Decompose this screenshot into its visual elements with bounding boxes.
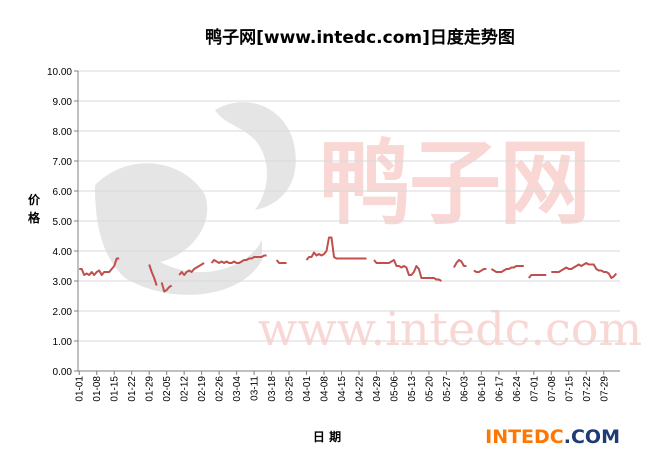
- x-tick-label: 04-01: [302, 376, 313, 402]
- series-line-segment: [305, 236, 367, 261]
- y-tick-label: 3.00: [53, 277, 73, 288]
- y-tick-label: 5.00: [53, 217, 73, 228]
- chart-title: 鸭子网[www.intedc.com]日度走势图: [205, 27, 515, 48]
- x-tick-label: 06-24: [512, 376, 523, 402]
- x-tick-label: 04-22: [354, 376, 365, 402]
- x-axis-ticks: 01-01 01-08 01-15 01-22 01-29 02-05 02-12 02-19…: [75, 371, 610, 402]
- watermark-char2: 子: [409, 129, 501, 237]
- x-tick-label: 05-27: [442, 376, 453, 402]
- x-tick-label: 06-03: [459, 376, 470, 402]
- series-line-segment: [373, 259, 442, 282]
- y-tick-label: 1.00: [53, 337, 73, 348]
- x-axis-title: 日 期: [313, 429, 341, 444]
- x-tick-label: 01-01: [75, 376, 86, 402]
- x-tick-label: 01-22: [127, 376, 138, 402]
- x-tick-label: 02-19: [197, 376, 208, 402]
- y-axis-ticks: 0.00 1.00 2.00 3.00 4.00 5.00 6.00 7.00 8.00 9.00…: [47, 67, 78, 378]
- series-line-segment: [210, 254, 267, 264]
- x-tick-label: 03-18: [267, 376, 278, 402]
- brand-logo: INTEDC.COM: [485, 426, 620, 448]
- brand-logo-part1: INTEDC: [485, 426, 564, 448]
- series-line-segment: [528, 274, 547, 279]
- x-tick-label: 01-29: [145, 376, 156, 402]
- watermark-duck-head-icon: [215, 102, 296, 210]
- y-tick-label: 6.00: [53, 187, 73, 198]
- y-tick-label: 10.00: [47, 67, 72, 78]
- x-tick-label: 05-13: [407, 376, 418, 402]
- series-line-segment: [79, 257, 120, 276]
- watermark: 鸭子网 www.intedc.com: [95, 102, 642, 356]
- x-tick-label: 07-15: [564, 376, 575, 402]
- watermark-char3: 网: [499, 129, 591, 237]
- y-tick-label: 8.00: [53, 127, 73, 138]
- y-tick-label: 9.00: [53, 97, 73, 108]
- x-tick-label: 04-15: [337, 376, 348, 402]
- x-tick-label: 07-01: [529, 376, 540, 402]
- series-line-segment: [275, 259, 287, 264]
- watermark-duck-icon: [95, 163, 262, 295]
- x-tick-label: 05-06: [389, 376, 400, 402]
- series-line-segment: [453, 259, 467, 268]
- watermark-char1: 鸭: [319, 129, 411, 237]
- y-axis-title: 价格: [28, 193, 41, 225]
- x-tick-label: 07-22: [582, 376, 593, 402]
- brand-logo-part2: .COM: [564, 426, 620, 448]
- svg-text:INTEDC.COM: INTEDC.COM: [485, 426, 620, 448]
- x-tick-label: 07-29: [599, 376, 610, 402]
- x-tick-label: 03-11: [250, 376, 261, 401]
- grid: [78, 70, 620, 342]
- x-tick-label: 01-08: [92, 376, 103, 402]
- x-tick-label: 04-08: [320, 376, 331, 402]
- x-tick-label: 06-17: [494, 376, 505, 402]
- y-tick-label: 4.00: [53, 247, 73, 258]
- x-tick-label: 02-05: [162, 376, 173, 402]
- y-tick-label: 0.00: [53, 367, 73, 378]
- y-tick-label: 7.00: [53, 157, 73, 168]
- x-tick-label: 05-20: [424, 376, 435, 402]
- watermark-url: www.intedc.com: [258, 302, 642, 356]
- series-price: [79, 236, 618, 293]
- x-tick-label: 04-29: [372, 376, 383, 402]
- y-tick-label: 2.00: [53, 307, 73, 318]
- series-line-segment: [148, 264, 158, 286]
- series-line-segment: [490, 265, 524, 273]
- x-tick-label: 03-04: [232, 376, 243, 402]
- x-tick-label: 07-08: [547, 376, 558, 402]
- series-line-segment: [473, 268, 487, 273]
- x-tick-label: 06-10: [477, 376, 488, 402]
- x-tick-label: 02-26: [215, 376, 226, 402]
- series-line-segment: [551, 262, 618, 279]
- series-line-segment: [160, 282, 173, 293]
- x-tick-label: 01-15: [110, 376, 121, 402]
- x-tick-label: 03-25: [285, 376, 296, 402]
- x-tick-label: 02-12: [180, 376, 191, 402]
- series-line-segment: [178, 262, 205, 276]
